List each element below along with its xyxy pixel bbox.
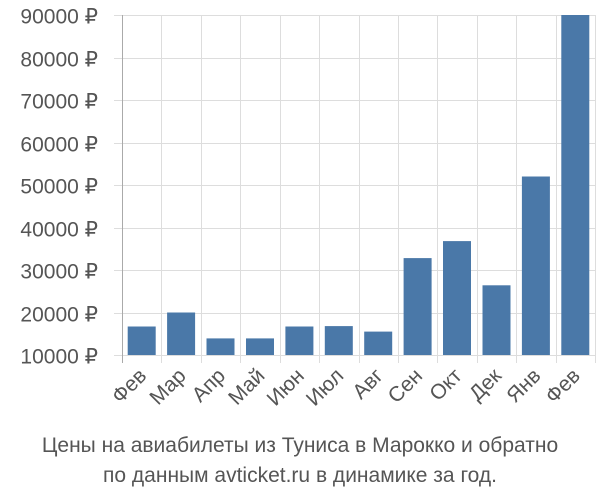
bar xyxy=(285,326,314,355)
bars xyxy=(127,15,590,355)
chart-caption-line-2: по данным avticket.ru в динамике за год. xyxy=(103,464,497,487)
y-tick-label: 10000 ₽ xyxy=(20,346,98,369)
y-tick-label: 20000 ₽ xyxy=(20,304,98,327)
x-tick-label: Апр xyxy=(188,364,230,406)
price-bar-chart: 10000 ₽ 20000 ₽ 30000 ₽ 40000 ₽ 50000 ₽ 60000… xyxy=(20,6,596,411)
y-tick-labels: 10000 ₽ 20000 ₽ 30000 ₽ 40000 ₽ 50000 ₽ 60000… xyxy=(20,6,98,369)
bar xyxy=(443,241,471,355)
y-tick-label: 80000 ₽ xyxy=(20,49,98,72)
bar xyxy=(324,326,353,355)
y-tick-label: 70000 ₽ xyxy=(20,91,98,114)
x-tick-label: Июл xyxy=(302,364,348,410)
chart-caption-line-1: Цены на авиабилеты из Туниса в Марокко и… xyxy=(41,434,559,457)
y-tick-label: 30000 ₽ xyxy=(20,261,98,284)
bar xyxy=(521,176,550,355)
bar xyxy=(403,258,432,355)
bar xyxy=(482,285,511,355)
grid-lines xyxy=(114,15,596,363)
x-tick-label: Июн xyxy=(263,364,309,410)
bar xyxy=(246,338,274,355)
x-tick-label: Янв xyxy=(502,364,545,407)
bar xyxy=(206,338,235,355)
x-tick-label: Дек xyxy=(465,364,507,406)
bar xyxy=(127,326,156,355)
x-tick-label: Авг xyxy=(348,364,388,404)
bar xyxy=(167,312,196,355)
y-tick-label: 90000 ₽ xyxy=(20,6,98,29)
bar xyxy=(561,15,590,355)
x-tick-label: Окт xyxy=(425,364,467,406)
y-tick-label: 40000 ₽ xyxy=(20,219,98,242)
bar xyxy=(364,331,393,355)
y-tick-label: 60000 ₽ xyxy=(20,134,98,157)
x-tick-label: Мар xyxy=(145,364,190,409)
x-tick-label: Сен xyxy=(384,364,427,407)
x-tick-label: Май xyxy=(224,364,269,409)
x-tick-label: Фев xyxy=(541,364,585,408)
x-tick-label: Фев xyxy=(108,364,152,408)
y-tick-label: 50000 ₽ xyxy=(20,176,98,199)
